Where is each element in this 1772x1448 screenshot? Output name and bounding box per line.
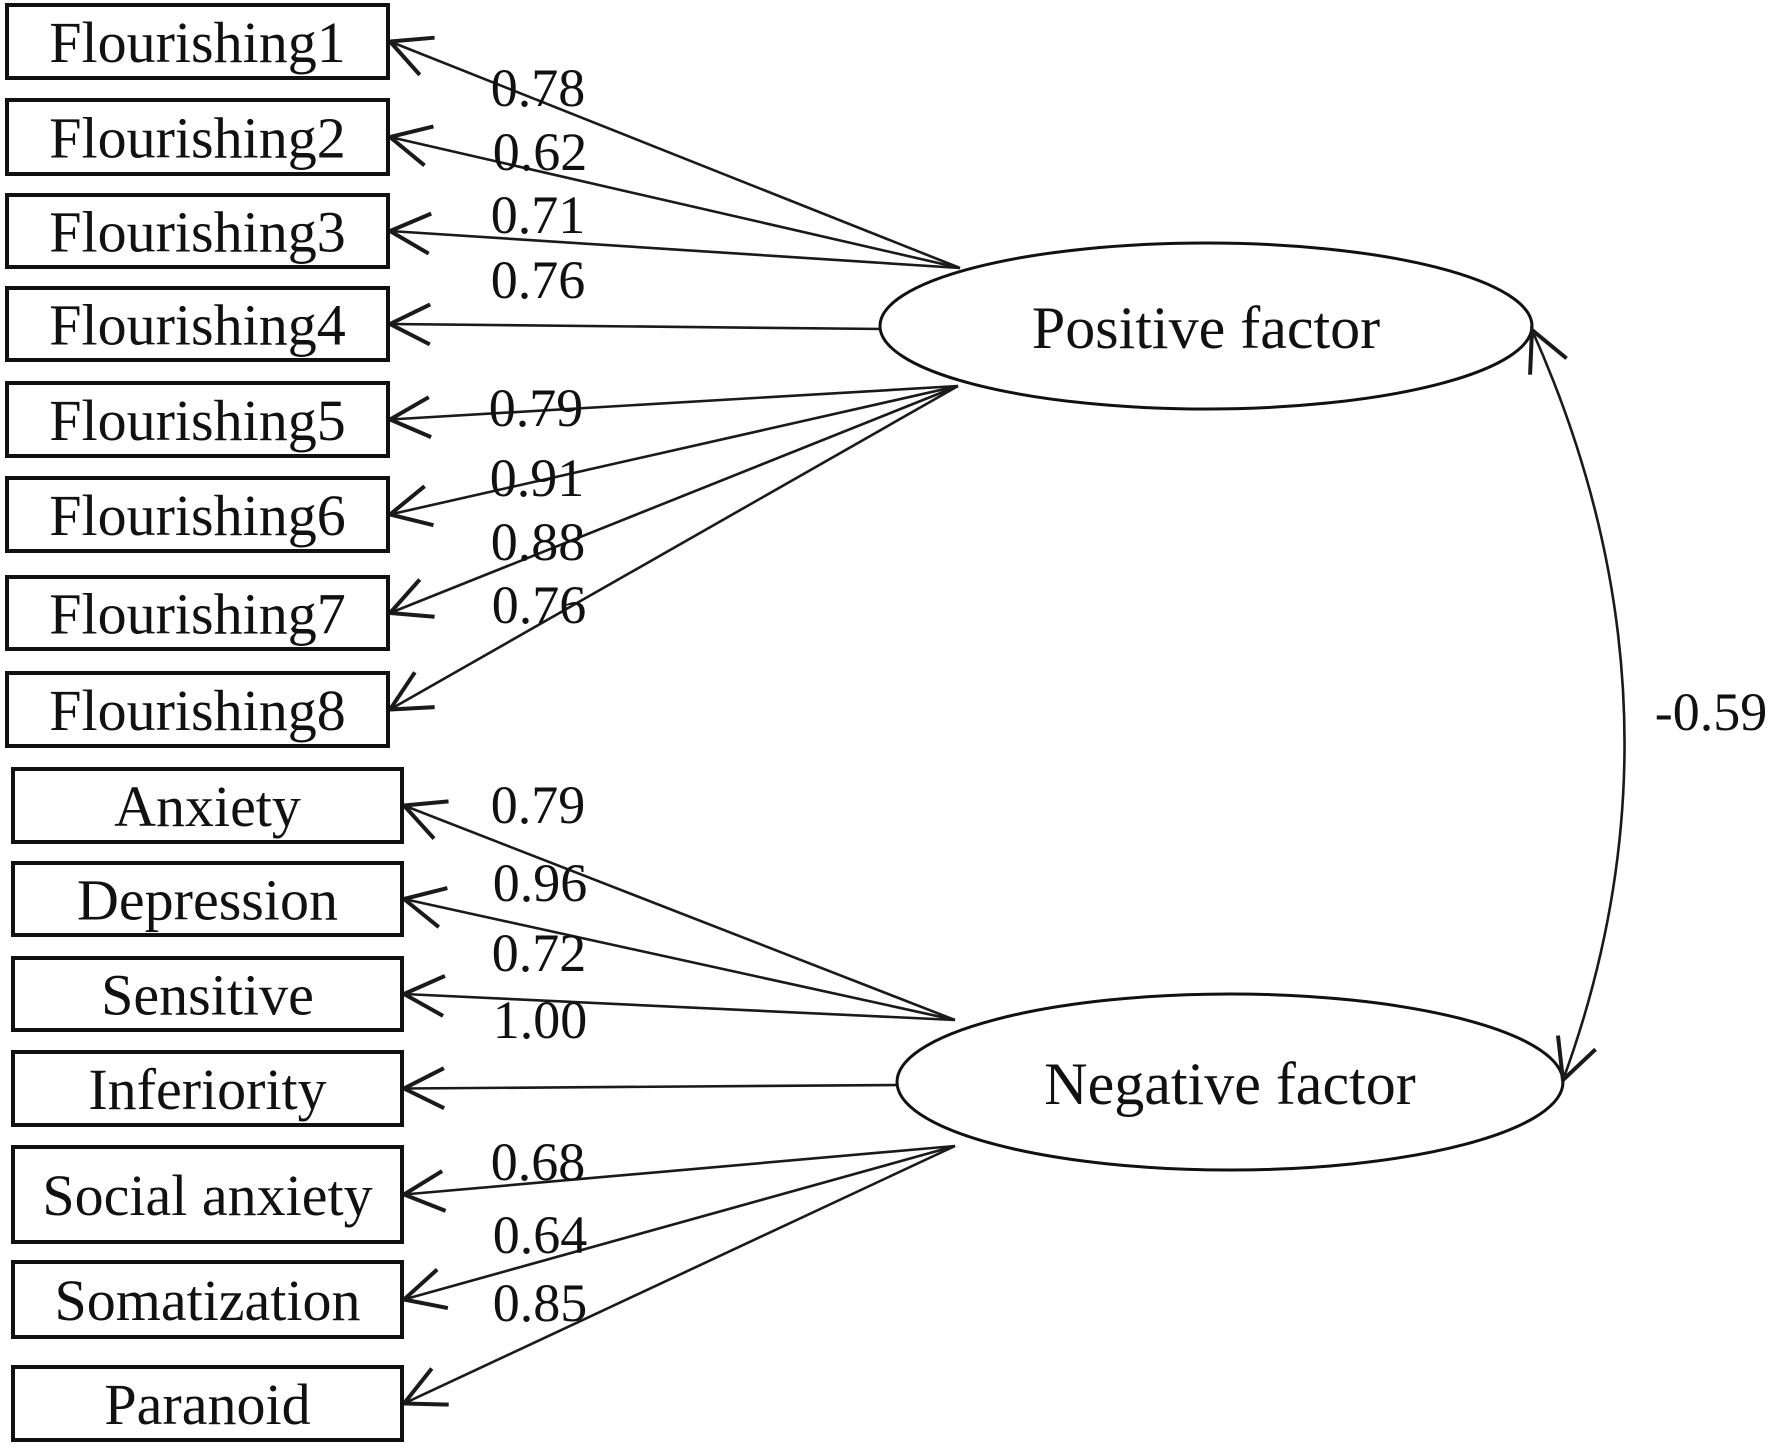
indicator-label-somatization: Somatization: [54, 1268, 360, 1333]
factor-label-negative: Negative factor: [1044, 1051, 1415, 1117]
loading-arrow-depression: [399, 886, 956, 1022]
loading-arrow-flourishing6: [385, 384, 959, 528]
loading-arrow-flourishing7: [385, 384, 959, 619]
indicator-box-anxiety: [11, 767, 404, 844]
loading-value-flourishing5: 0.79: [489, 378, 584, 438]
indicator-box-flourishing5: [5, 381, 390, 458]
indicator-box-sensitive: [11, 956, 404, 1032]
loading-arrow-social-anxiety: [399, 1144, 956, 1213]
indicator-label-depression: Depression: [77, 868, 338, 933]
indicator-label-flourishing4: Flourishing4: [49, 293, 346, 358]
loading-value-flourishing7: 0.88: [491, 512, 586, 572]
factor-ellipses-layer: [878, 241, 1565, 1172]
indicator-label-inferiority: Inferiority: [88, 1057, 326, 1122]
indicator-label-social-anxiety: Social anxiety: [42, 1163, 372, 1228]
indicator-box-depression: [11, 861, 404, 937]
loading-arrow-flourishing1: [385, 35, 961, 270]
indicator-label-anxiety: Anxiety: [114, 774, 301, 839]
indicator-label-flourishing3: Flourishing3: [49, 200, 346, 265]
loading-value-flourishing6: 0.91: [490, 448, 585, 508]
indicator-label-flourishing8: Flourishing8: [49, 678, 346, 743]
indicator-box-flourishing8: [5, 671, 390, 748]
indicator-box-paranoid: [11, 1365, 404, 1442]
factor-label-positive: Positive factor: [1032, 295, 1380, 361]
loading-arrow-somatization: [399, 1144, 956, 1310]
indicator-box-flourishing4: [5, 286, 390, 362]
loading-arrow-flourishing5: [385, 384, 959, 439]
loading-value-somatization: 0.64: [493, 1205, 588, 1265]
indicator-box-somatization: [11, 1260, 404, 1339]
loading-value-flourishing2: 0.62: [493, 122, 588, 182]
indicator-label-flourishing7: Flourishing7: [49, 582, 346, 647]
indicator-label-flourishing2: Flourishing2: [49, 106, 346, 171]
loading-value-anxiety: 0.79: [491, 775, 586, 835]
loading-value-flourishing3: 0.71: [491, 185, 586, 245]
covariance-value: -0.59: [1655, 682, 1767, 742]
loading-value-flourishing4: 0.76: [491, 250, 586, 310]
loading-value-sensitive: 0.72: [492, 923, 587, 983]
loading-value-inferiority: 1.00: [493, 990, 588, 1050]
indicator-boxes-layer: [5, 3, 404, 1442]
loading-arrow-sensitive: [399, 974, 956, 1022]
indicator-box-inferiority: [11, 1050, 404, 1127]
indicator-box-social-anxiety: [11, 1145, 404, 1244]
indicator-label-flourishing1: Flourishing1: [49, 10, 346, 75]
loading-arrow-flourishing8: [386, 384, 959, 712]
indicator-box-flourishing3: [5, 193, 390, 269]
loading-arrow-inferiority: [399, 1066, 900, 1111]
indicator-label-sensitive: Sensitive: [101, 963, 314, 1028]
indicator-label-paranoid: Paranoid: [104, 1372, 310, 1437]
indicator-box-flourishing1: [5, 3, 390, 80]
loading-arrows-layer: [385, 35, 961, 1407]
loading-arrow-flourishing4: [385, 302, 885, 347]
loading-arrow-anxiety: [399, 799, 956, 1022]
covariance-layer: [1528, 325, 1626, 1085]
indicator-box-flourishing6: [5, 476, 390, 553]
indicator-box-flourishing2: [5, 98, 390, 176]
loading-value-flourishing1: 0.78: [491, 58, 586, 118]
loading-arrow-flourishing3: [385, 211, 961, 270]
loading-arrow-paranoid: [399, 1144, 956, 1407]
labels-layer: Flourishing1 0.78 Flourishing2 0.62 Flourish…: [42, 10, 1767, 1437]
indicator-label-flourishing6: Flourishing6: [49, 483, 346, 548]
loading-value-paranoid: 0.85: [493, 1273, 588, 1333]
indicator-label-flourishing5: Flourishing5: [49, 388, 346, 453]
covariance-arrow: [1528, 325, 1626, 1085]
loading-value-flourishing8: 0.76: [492, 575, 587, 635]
loading-arrow-flourishing2: [385, 124, 961, 270]
loading-value-social-anxiety: 0.68: [491, 1132, 586, 1192]
loading-value-depression: 0.96: [493, 853, 588, 913]
indicator-box-flourishing7: [5, 575, 390, 651]
